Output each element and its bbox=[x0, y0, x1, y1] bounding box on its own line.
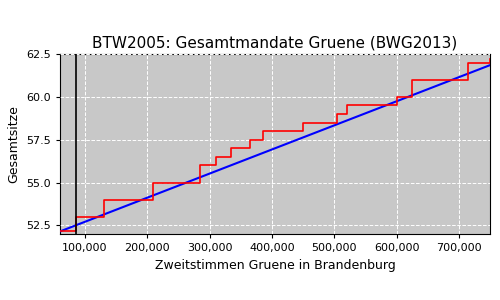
Y-axis label: Gesamtsitze: Gesamtsitze bbox=[8, 105, 20, 183]
Title: BTW2005: Gesamtmandate Gruene (BWG2013): BTW2005: Gesamtmandate Gruene (BWG2013) bbox=[92, 35, 458, 50]
X-axis label: Zweitstimmen Gruene in Brandenburg: Zweitstimmen Gruene in Brandenburg bbox=[154, 259, 396, 272]
